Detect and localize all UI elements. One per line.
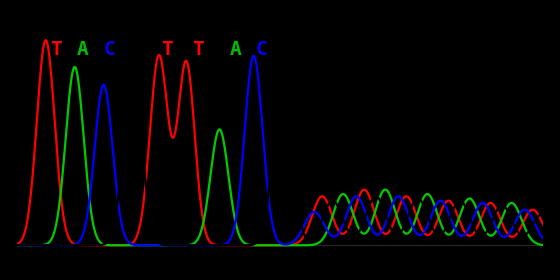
Text: T: T [50,40,62,59]
Text: C: C [256,40,268,59]
Text: T: T [193,40,204,59]
Text: C: C [103,40,115,59]
Text: A: A [230,40,241,59]
Text: G: G [282,40,294,59]
Text: T: T [161,40,172,59]
Text: G: G [129,40,141,59]
Text: A: A [77,40,88,59]
